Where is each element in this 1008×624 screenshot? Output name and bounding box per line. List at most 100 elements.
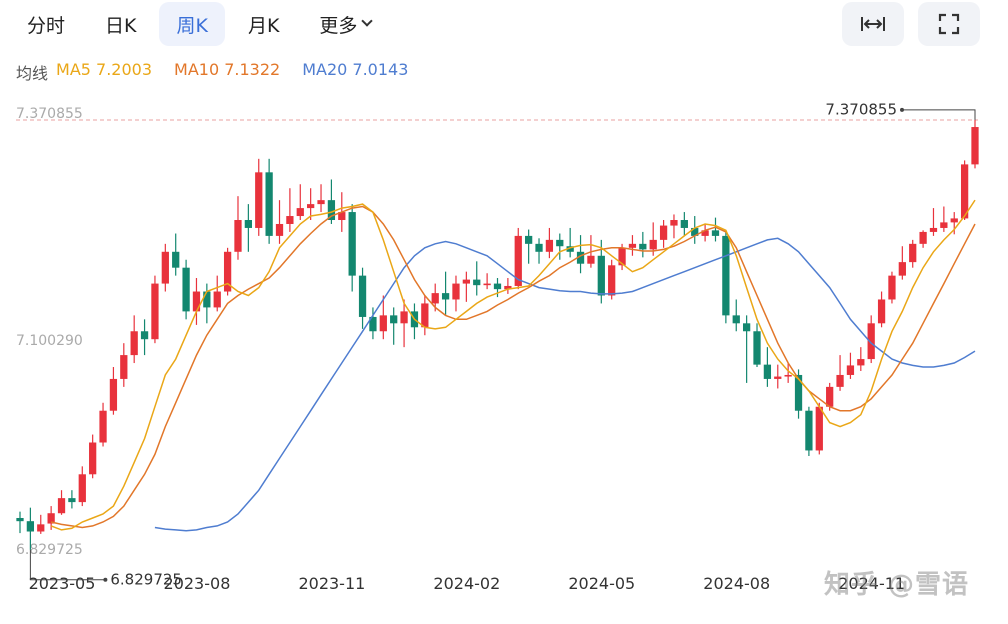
candle-body [877,299,886,324]
candle-body [37,524,45,532]
candle-body [794,374,803,411]
candle-body [78,474,86,503]
watermark: 知乎 @雪语 [824,570,970,600]
legend-title: 均线 [16,64,49,83]
fullscreen-icon [938,13,960,35]
candle-body [16,517,24,522]
candle-body [857,359,865,366]
candle-body [525,235,533,244]
candle-body [244,220,253,228]
candle-body [307,204,315,209]
legend-ma5: MA5 7.2003 [56,60,153,79]
ma10-line [50,205,976,529]
fit-width-button[interactable] [842,2,904,46]
candle-body [774,376,782,379]
candle-body [327,200,336,221]
candle-body [452,283,460,300]
candle-body [659,225,668,240]
tab-daily-k[interactable]: 日K [88,2,153,46]
min-annotation-line [29,549,106,581]
candle-body [286,216,294,224]
x-tick-label: 2024-05 [568,574,635,593]
candle-body [628,243,637,248]
candle-body [493,283,502,290]
tab-intraday-label: 分时 [27,14,66,37]
candle-body [940,222,948,228]
candle-body [151,283,159,340]
candle-body [369,316,377,332]
candle-body [421,303,429,328]
tab-more-label: 更多 [319,14,358,37]
ma20-line [154,237,976,532]
x-tick-label: 2023-08 [164,574,231,593]
candle-body [203,291,211,308]
min-annotation-label: 6.829725 [110,570,182,588]
candle-body [597,255,605,296]
x-tick-label: 2024-08 [703,574,770,593]
candle-body [26,521,35,532]
candle-body [649,239,657,250]
candle-body [929,227,938,232]
candle-body [742,323,751,332]
candle-body [722,235,730,316]
fit-width-icon [861,17,885,31]
tab-monthly-k[interactable]: 月K [231,2,296,46]
y-tick-label: 6.829725 [16,542,83,558]
candle-body [483,283,491,286]
tab-intraday[interactable]: 分时 [10,2,82,46]
candle-body [815,406,823,451]
candle-body [950,218,958,223]
candle-body [836,374,844,387]
candle-body [255,172,263,228]
tab-weekly-k[interactable]: 周K [159,2,225,46]
candle-body [358,275,367,317]
y-tick-label: 7.100290 [16,333,83,349]
candle-body [545,239,554,252]
candle-body [784,374,792,377]
candle-body [348,212,356,276]
candle-body [960,164,969,219]
candle-body [826,386,834,407]
candles-group [16,119,979,550]
candle-body [639,243,647,250]
tab-more[interactable]: 更多 [302,2,388,46]
candle-body [576,251,585,264]
x-tick-label: 2023-11 [298,574,365,593]
tab-weekly-k-label: 周K [176,14,208,37]
fullscreen-button[interactable] [918,2,980,46]
legend-ma20: MA20 7.0143 [302,60,409,79]
candle-body [140,331,149,340]
candle-body [711,230,720,236]
candle-body [846,365,855,375]
ma5-line [50,199,976,531]
candle-body [867,323,875,360]
candle-body [680,220,688,228]
candle-body [888,275,896,300]
y-tick-label: 7.370855 [16,106,83,122]
candle-body [514,235,522,286]
candle-body [99,410,107,443]
candle-body [691,227,699,236]
max-annotation-label: 7.370855 [825,100,897,118]
candle-body [213,291,221,308]
candle-body [535,243,543,252]
candle-body [296,208,304,217]
candle-body [587,255,595,264]
max-annotation-line [902,109,976,120]
candle-body [379,315,387,332]
candle-body [566,246,574,252]
candle-body [556,239,564,247]
candle-body [192,291,201,312]
candle-body [161,251,169,284]
max-annotation-dot [900,107,904,112]
candle-body [68,498,76,503]
candle-body [182,267,190,312]
candle-body [618,247,626,266]
candle-body [670,220,678,226]
min-annotation-dot [103,577,108,582]
candle-body [441,293,450,300]
candle-body [400,311,408,324]
candle-body [338,212,346,221]
candle-body [275,223,284,236]
